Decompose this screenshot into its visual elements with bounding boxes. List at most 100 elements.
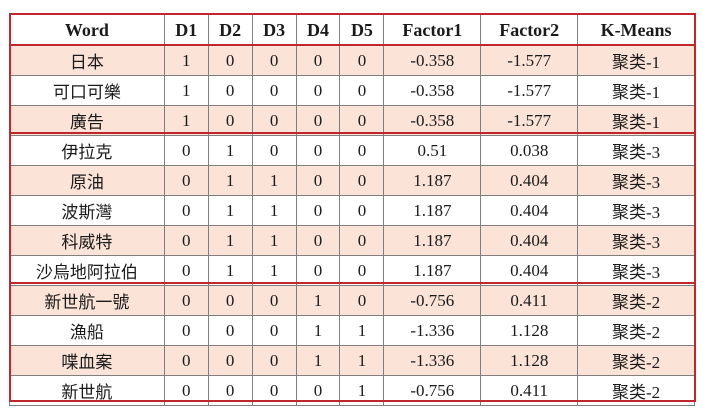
table-row: 廣告 1 0 0 0 0 -0.358 -1.577 聚类-1 — [9, 105, 695, 136]
cell-word: 喋血案 — [9, 345, 165, 376]
cell-d4: 1 — [295, 345, 341, 376]
cell-d4: 1 — [295, 285, 341, 316]
cell-d3: 1 — [251, 225, 297, 256]
cell-d3: 0 — [251, 75, 297, 106]
cell-word: 日本 — [9, 45, 165, 76]
cell-factor2: 0.404 — [480, 225, 579, 256]
cell-d1: 0 — [163, 135, 209, 166]
table-row: 新世航 0 0 0 0 1 -0.756 0.411 聚类-2 — [9, 375, 695, 406]
cell-word: 伊拉克 — [9, 135, 165, 166]
cell-factor2: 0.038 — [480, 135, 579, 166]
cell-d1: 1 — [163, 45, 209, 76]
cell-kmeans: 聚类-2 — [577, 345, 695, 376]
cell-d5: 0 — [339, 45, 385, 76]
cell-kmeans: 聚类-1 — [577, 45, 695, 76]
cell-d1: 0 — [163, 195, 209, 226]
cell-factor2: 1.128 — [480, 315, 579, 346]
cell-kmeans: 聚类-2 — [577, 285, 695, 316]
cell-factor2: 1.128 — [480, 345, 579, 376]
cell-factor2: -1.577 — [480, 105, 579, 136]
cell-d1: 0 — [163, 225, 209, 256]
cell-kmeans: 聚类-1 — [577, 75, 695, 106]
cell-factor1: -0.358 — [383, 75, 482, 106]
cell-d1: 1 — [163, 75, 209, 106]
cell-d5: 1 — [339, 375, 385, 406]
table-row: 伊拉克 0 1 0 0 0 0.51 0.038 聚类-3 — [9, 135, 695, 166]
cell-kmeans: 聚类-2 — [577, 315, 695, 346]
cell-d4: 0 — [295, 255, 341, 286]
cell-d5: 1 — [339, 315, 385, 346]
cell-d5: 0 — [339, 225, 385, 256]
cell-d5: 0 — [339, 75, 385, 106]
cell-word: 新世航 — [9, 375, 165, 406]
cell-d5: 0 — [339, 195, 385, 226]
header-d4: D4 — [295, 14, 341, 46]
cell-d2: 0 — [207, 375, 253, 406]
cell-word: 廣告 — [9, 105, 165, 136]
cell-d5: 0 — [339, 255, 385, 286]
cell-factor1: -0.756 — [383, 285, 482, 316]
cell-factor1: -0.358 — [383, 105, 482, 136]
cell-d3: 0 — [251, 375, 297, 406]
cell-d3: 1 — [251, 195, 297, 226]
cell-d5: 0 — [339, 285, 385, 316]
cell-d5: 0 — [339, 135, 385, 166]
header-word: Word — [9, 14, 165, 46]
cell-d1: 0 — [163, 375, 209, 406]
cell-d3: 0 — [251, 135, 297, 166]
cell-factor1: 0.51 — [383, 135, 482, 166]
header-d1: D1 — [163, 14, 209, 46]
cell-d2: 0 — [207, 105, 253, 136]
cell-kmeans: 聚类-3 — [577, 135, 695, 166]
cell-d3: 0 — [251, 45, 297, 76]
cell-kmeans: 聚类-3 — [577, 195, 695, 226]
kmeans-results-table: Word D1 D2 D3 D4 D5 Factor1 Factor2 K-Me… — [9, 14, 695, 406]
cell-d1: 1 — [163, 105, 209, 136]
table-row: 新世航一號 0 0 0 1 0 -0.756 0.411 聚类-2 — [9, 285, 695, 316]
header-kmeans: K-Means — [577, 14, 695, 46]
cell-word: 沙烏地阿拉伯 — [9, 255, 165, 286]
cell-d3: 0 — [251, 345, 297, 376]
cell-d2: 1 — [207, 135, 253, 166]
cell-d1: 0 — [163, 255, 209, 286]
table-row: 漁船 0 0 0 1 1 -1.336 1.128 聚类-2 — [9, 315, 695, 346]
cell-factor1: 1.187 — [383, 195, 482, 226]
header-d3: D3 — [251, 14, 297, 46]
table-row: 沙烏地阿拉伯 0 1 1 0 0 1.187 0.404 聚类-3 — [9, 255, 695, 286]
cell-factor1: -1.336 — [383, 315, 482, 346]
table-row: 原油 0 1 1 0 0 1.187 0.404 聚类-3 — [9, 165, 695, 196]
cell-kmeans: 聚类-3 — [577, 225, 695, 256]
table-row: 可口可樂 1 0 0 0 0 -0.358 -1.577 聚类-1 — [9, 75, 695, 106]
cell-d2: 0 — [207, 75, 253, 106]
cell-kmeans: 聚类-3 — [577, 165, 695, 196]
cell-d5: 1 — [339, 345, 385, 376]
table-row: 喋血案 0 0 0 1 1 -1.336 1.128 聚类-2 — [9, 345, 695, 376]
cell-d3: 1 — [251, 165, 297, 196]
cell-factor1: -1.336 — [383, 345, 482, 376]
cell-d2: 1 — [207, 255, 253, 286]
cell-word: 漁船 — [9, 315, 165, 346]
cell-d2: 1 — [207, 225, 253, 256]
cell-factor1: 1.187 — [383, 225, 482, 256]
cell-d1: 0 — [163, 165, 209, 196]
table-body: 日本 1 0 0 0 0 -0.358 -1.577 聚类-1 可口可樂 1 0 0 0 0 -0.358 -1… — [9, 45, 695, 406]
cell-d4: 0 — [295, 375, 341, 406]
cell-factor1: -0.756 — [383, 375, 482, 406]
cell-factor2: -1.577 — [480, 75, 579, 106]
cell-factor2: 0.411 — [480, 285, 579, 316]
header-d2: D2 — [207, 14, 253, 46]
cell-d2: 0 — [207, 45, 253, 76]
cell-word: 波斯灣 — [9, 195, 165, 226]
cell-d4: 0 — [295, 105, 341, 136]
header-row: Word D1 D2 D3 D4 D5 Factor1 Factor2 K-Me… — [9, 14, 695, 46]
cell-d5: 0 — [339, 165, 385, 196]
cell-factor2: 0.404 — [480, 255, 579, 286]
cell-d4: 0 — [295, 165, 341, 196]
cell-word: 新世航一號 — [9, 285, 165, 316]
cell-word: 可口可樂 — [9, 75, 165, 106]
cell-d5: 0 — [339, 105, 385, 136]
cell-factor2: 0.404 — [480, 165, 579, 196]
cell-d3: 0 — [251, 315, 297, 346]
cell-factor1: 1.187 — [383, 165, 482, 196]
